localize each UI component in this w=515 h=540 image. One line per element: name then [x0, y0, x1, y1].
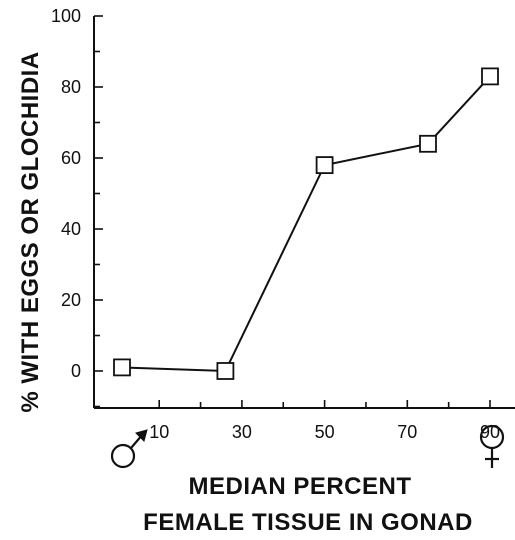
- y-tick-label: 60: [61, 148, 81, 168]
- male-symbol-icon: [110, 429, 148, 469]
- y-tick-label: 80: [61, 77, 81, 97]
- y-axis-title: % WITH EGGS OR GLOCHIDIA: [17, 51, 44, 412]
- data-point-marker: [216, 362, 235, 380]
- data-point-marker: [315, 156, 334, 175]
- female-symbol-icon: [479, 424, 505, 468]
- x-axis-title-line-1: MEDIAN PERCENT: [188, 473, 411, 500]
- y-tick-label: 20: [61, 290, 81, 310]
- y-ticks: 0 20 40 60 80 100: [51, 6, 103, 408]
- x-tick-label: 30: [232, 422, 252, 442]
- data-point-marker: [481, 67, 499, 86]
- data-markers: [113, 67, 499, 380]
- y-tick-label: 0: [71, 361, 81, 381]
- data-point-marker: [419, 134, 437, 153]
- series-line: [121, 75, 491, 373]
- data-point-marker: [113, 358, 131, 377]
- x-tick-label: 10: [149, 422, 169, 442]
- y-tick-label: 100: [51, 6, 81, 26]
- x-axis-title-line-2: FEMALE TISSUE IN GONAD: [143, 509, 473, 536]
- y-tick-label: 40: [61, 219, 81, 239]
- x-ticks: 10 30 50 70 90: [149, 400, 500, 442]
- x-tick-label: 70: [397, 422, 417, 442]
- x-tick-label: 50: [315, 422, 335, 442]
- y-axis-title-group: % WITH EGGS OR GLOCHIDIA: [17, 51, 44, 412]
